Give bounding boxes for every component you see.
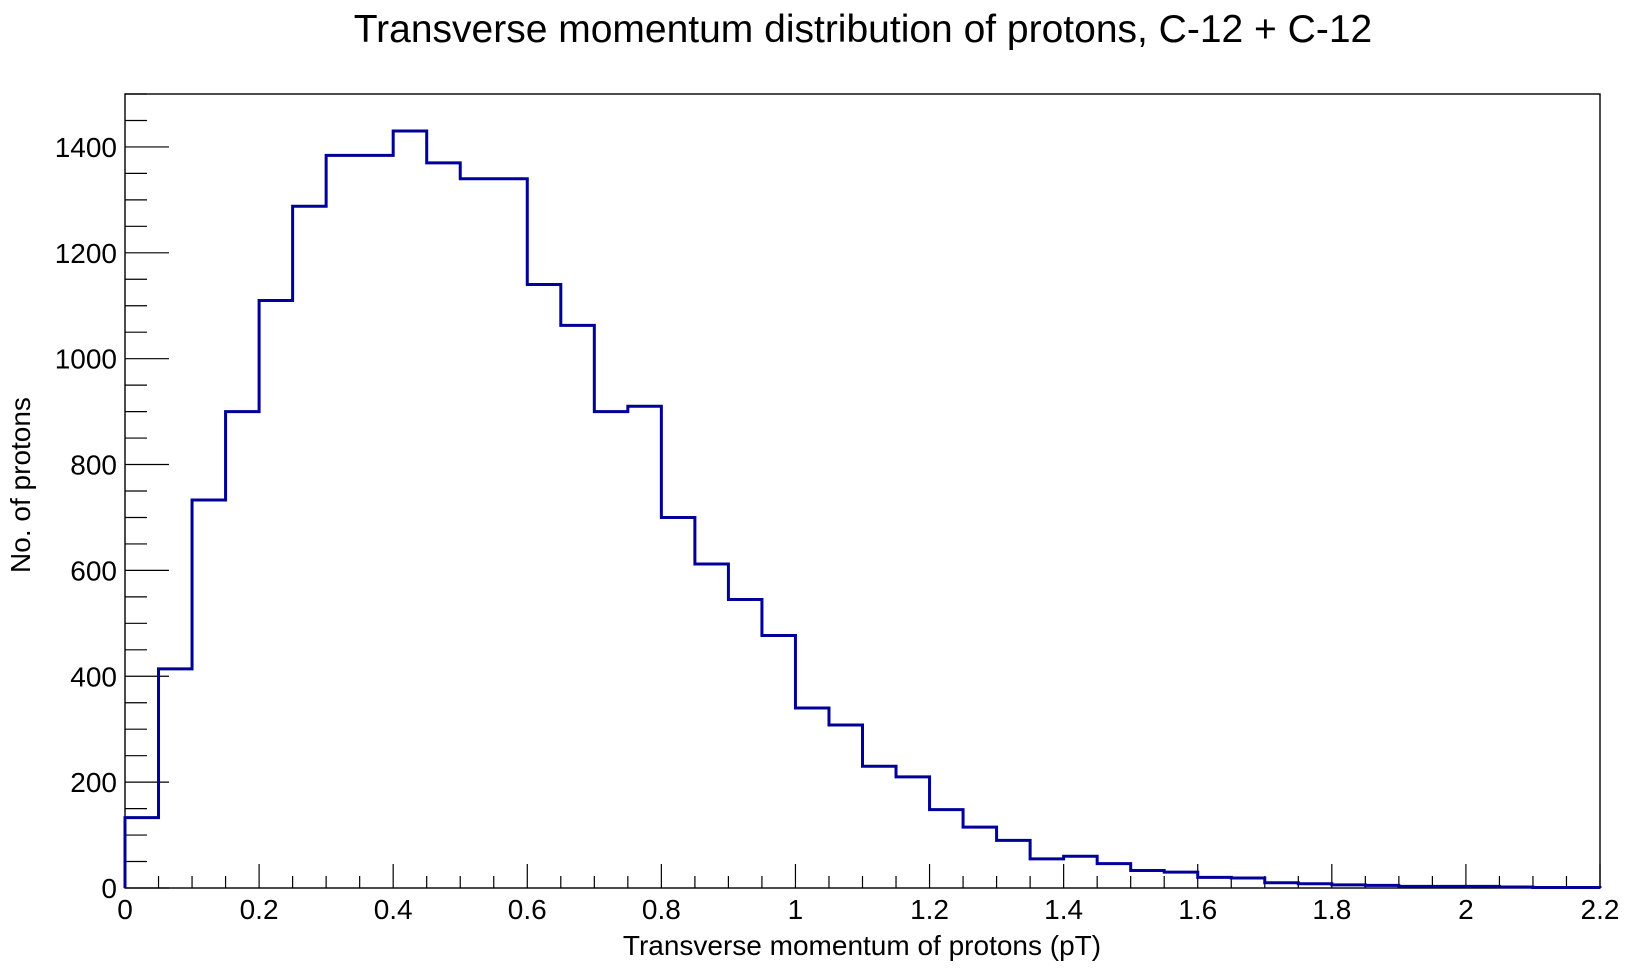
histogram-bins <box>125 131 1600 888</box>
histogram-bin <box>997 840 1031 888</box>
y-tick-label: 1400 <box>55 132 117 163</box>
histogram-bin <box>326 155 360 888</box>
histogram-bin <box>1097 864 1131 888</box>
histogram-bin <box>1198 877 1232 888</box>
histogram-bin <box>494 179 528 888</box>
y-tick-label: 1200 <box>55 238 117 269</box>
y-tick-label: 800 <box>70 450 117 481</box>
x-tick-label: 1 <box>788 894 804 925</box>
x-tick-label: 2.2 <box>1581 894 1620 925</box>
histogram-bin <box>527 285 561 888</box>
y-axis-label: No. of protons <box>5 397 36 573</box>
histogram-bin <box>1131 871 1165 888</box>
histogram-bin <box>360 155 394 888</box>
y-axis-tick-labels: 0 200 400 600 800 1000 1200 1400 <box>55 132 117 904</box>
y-tick-label: 600 <box>70 555 117 586</box>
histogram-bin <box>896 777 930 888</box>
x-tick-label: 1.2 <box>910 894 949 925</box>
x-tick-label: 1.4 <box>1044 894 1083 925</box>
x-axis-tick-labels: 0 0.2 0.4 0.6 0.8 1 1.2 1.4 1.6 1.8 2 2.2 <box>117 894 1619 925</box>
histogram-bin <box>695 564 729 888</box>
histogram-bin <box>125 818 159 888</box>
histogram-bin <box>594 412 628 888</box>
histogram-bin <box>393 131 427 888</box>
x-tick-label: 0.4 <box>374 894 413 925</box>
histogram-bin <box>930 810 964 888</box>
x-tick-label: 0.2 <box>240 894 279 925</box>
histogram-bin <box>427 163 461 888</box>
histogram-bin <box>293 206 327 888</box>
histogram-bin <box>728 600 762 888</box>
histogram-outline <box>123 129 1602 889</box>
x-tick-label: 0 <box>117 894 133 925</box>
chart-title: Transverse momentum distribution of prot… <box>354 8 1372 51</box>
x-tick-label: 2 <box>1458 894 1474 925</box>
histogram-bin <box>226 412 260 888</box>
y-axis-ticks <box>125 93 169 889</box>
y-tick-label: 400 <box>70 661 117 692</box>
histogram-bin <box>561 325 595 888</box>
x-tick-label: 0.8 <box>642 894 681 925</box>
histogram-bin <box>661 517 695 888</box>
histogram-bin <box>460 179 494 888</box>
histogram-bin <box>159 669 193 888</box>
y-tick-label: 0 <box>101 873 117 904</box>
histogram-bin <box>192 500 226 888</box>
x-tick-label: 1.8 <box>1312 894 1351 925</box>
histogram-bin <box>762 636 796 888</box>
histogram-bin <box>1164 872 1198 888</box>
histogram-bin <box>829 725 863 888</box>
histogram-bin <box>259 300 293 888</box>
y-tick-label: 200 <box>70 767 117 798</box>
x-axis-label: Transverse momentum of protons (pT) <box>623 930 1101 961</box>
y-tick-label: 1000 <box>55 344 117 375</box>
x-tick-label: 1.6 <box>1178 894 1217 925</box>
histogram-bin <box>963 827 997 888</box>
histogram-bin <box>1231 878 1265 888</box>
histogram-bin <box>795 708 829 888</box>
x-tick-label: 0.6 <box>508 894 547 925</box>
histogram-bin <box>628 406 662 888</box>
histogram-bin <box>863 766 897 888</box>
histogram-bin <box>1030 859 1064 888</box>
histogram-bin <box>1064 856 1098 888</box>
